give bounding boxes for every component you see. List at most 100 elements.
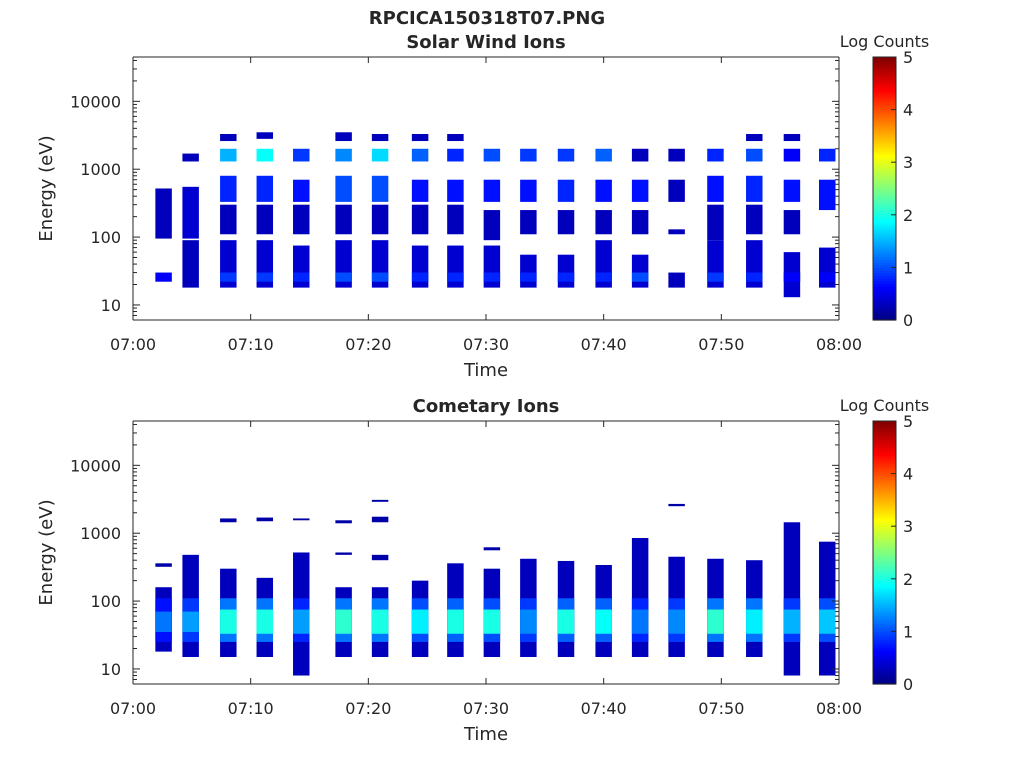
colorbar-segment <box>873 449 896 454</box>
colorbar-segment <box>873 64 896 69</box>
colorbar-segment <box>873 484 896 488</box>
colorbar-segment <box>873 162 896 166</box>
colorbar-segment <box>873 557 896 561</box>
x-tick-label: 07:20 <box>345 699 391 718</box>
colorbar-segment <box>873 112 896 116</box>
y-tick-label: 10000 <box>70 456 121 475</box>
heatmap-cell <box>256 609 274 634</box>
colorbar-segment <box>873 314 896 318</box>
colorbar-segment <box>873 120 896 124</box>
heatmap-cell <box>557 210 575 235</box>
colorbar-segment <box>873 581 896 585</box>
colorbar-segment <box>873 492 896 496</box>
colorbar-segment <box>873 505 896 509</box>
colorbar-segment <box>873 93 896 98</box>
colorbar-segment <box>873 536 896 540</box>
colorbar-tick-label: 4 <box>903 101 913 120</box>
heatmap-cell <box>220 609 237 634</box>
colorbar-segment <box>873 634 896 638</box>
heatmap-cell <box>335 175 352 202</box>
heatmap-cell <box>520 609 537 634</box>
colorbar-segment <box>873 78 896 82</box>
heatmap-cell <box>371 609 389 634</box>
colorbar-segment <box>873 502 896 506</box>
colorbar-segment <box>873 526 896 530</box>
colorbar-segment <box>873 180 896 184</box>
heatmap-cell <box>483 148 501 162</box>
heatmap-cell <box>447 272 464 282</box>
heatmap-cell <box>335 520 352 524</box>
colorbar-frame <box>872 56 897 321</box>
colorbar-segment <box>873 193 896 197</box>
colorbar-segment <box>873 657 896 661</box>
colorbar-segment <box>873 59 896 63</box>
colorbar-segment <box>873 589 896 593</box>
heatmap-cell <box>557 272 575 282</box>
colorbar-segment <box>873 673 896 677</box>
colorbar-segment <box>873 191 896 195</box>
heatmap-cell <box>256 204 274 235</box>
colorbar-segment <box>873 594 896 598</box>
heatmap-cell <box>256 272 274 282</box>
heatmap-cell <box>220 518 237 523</box>
colorbar-segment <box>873 641 896 646</box>
heatmap-cell <box>595 148 612 162</box>
colorbar-segment <box>873 518 896 522</box>
colorbar-segment <box>873 628 896 632</box>
heatmap-cell <box>783 148 801 162</box>
colorbar-tick-label: 2 <box>903 570 913 589</box>
x-axis-label: Time <box>463 360 508 381</box>
heatmap-cell <box>411 148 429 162</box>
heatmap-cell <box>483 179 501 202</box>
colorbar-segment <box>873 57 896 61</box>
colorbar-segment <box>873 457 896 462</box>
heatmap-cell <box>293 204 310 235</box>
heatmap-cell <box>293 148 310 162</box>
colorbar-tick-label: 4 <box>903 465 913 484</box>
panel-2: 07:00 07:10 07:20 07:30 07:40 07:50 08:0010100… <box>36 396 929 745</box>
colorbar-segment <box>873 549 896 554</box>
colorbar-segment <box>873 599 896 604</box>
panels-group: 07:00 07:10 07:20 07:30 07:40 07:50 08:0010100… <box>36 32 929 745</box>
colorbar-segment <box>873 177 896 182</box>
heatmap-cell <box>631 609 649 634</box>
colorbar-segment <box>873 660 896 664</box>
heatmap-cell <box>818 272 836 282</box>
colorbar-segment <box>873 246 896 250</box>
colorbar-segment <box>873 220 896 224</box>
colorbar-segment <box>873 465 896 469</box>
colorbar-segment <box>873 421 896 425</box>
heatmap-cell <box>557 254 575 288</box>
colorbar-segment <box>873 428 896 433</box>
colorbar-segment <box>873 267 896 271</box>
colorbar-segment <box>873 470 896 475</box>
heatmap-cell <box>447 134 464 142</box>
colorbar-segment <box>873 602 896 606</box>
heatmap-cell <box>182 186 199 239</box>
heatmap-cell <box>371 175 389 202</box>
colorbar-segment <box>873 626 896 630</box>
colorbar-segment <box>873 486 896 490</box>
heatmap-cells <box>155 499 836 676</box>
heatmap-cell <box>746 134 763 142</box>
heatmap-cell <box>668 609 685 634</box>
heatmap-cell <box>595 210 612 235</box>
colorbar-segment <box>873 568 896 572</box>
y-tick-label: 1000 <box>80 524 121 543</box>
heatmap-cell <box>631 254 649 288</box>
heatmap-cell <box>256 517 274 522</box>
colorbar-segment <box>873 254 896 258</box>
colorbar-segment <box>873 534 896 538</box>
heatmap-cell <box>668 148 685 162</box>
colorbar-segment <box>873 436 896 441</box>
colorbar-segment <box>873 156 896 161</box>
heatmap-cell <box>520 210 537 235</box>
colorbar-segment <box>873 159 896 163</box>
colorbar-segment <box>873 270 896 274</box>
colorbar-segment <box>873 264 896 268</box>
x-tick-label: 07:20 <box>345 335 391 354</box>
x-tick-label: 07:10 <box>228 699 274 718</box>
panel-1: 07:00 07:10 07:20 07:30 07:40 07:50 08:0010100… <box>36 32 929 381</box>
colorbar-segment <box>873 444 896 448</box>
colorbar-segment <box>873 309 896 313</box>
